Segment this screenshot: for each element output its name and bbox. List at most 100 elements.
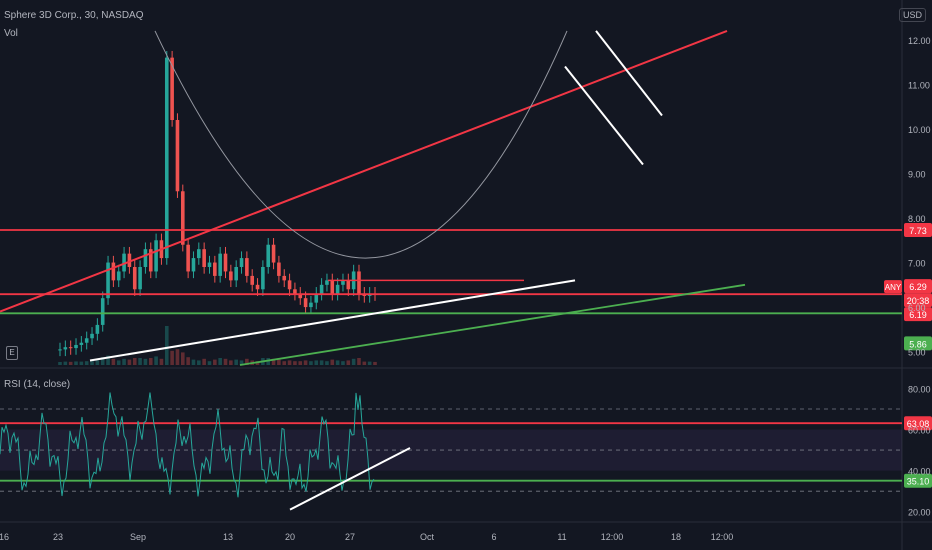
volume-bar <box>357 358 361 365</box>
volume-bar <box>68 361 73 365</box>
volume-bar <box>351 358 356 365</box>
candle-body <box>245 258 249 276</box>
x-axis-tick: 6 <box>491 532 496 542</box>
volume-bar <box>111 358 116 365</box>
currency-badge[interactable]: USD <box>898 8 926 22</box>
rsi-axis-tick: 20.00 <box>908 508 931 518</box>
candle-body <box>303 298 308 308</box>
candle-body <box>197 249 201 259</box>
volume-bar <box>63 361 68 365</box>
volume-bar <box>58 362 62 365</box>
price-axis-tick: 11.00 <box>908 80 930 90</box>
any-tag-label: ANY <box>885 283 902 292</box>
price-tag-bg <box>904 279 932 294</box>
rsi-line <box>0 392 375 498</box>
volume-bar <box>314 360 319 365</box>
x-axis-tick: 13 <box>223 532 233 542</box>
candle-body <box>116 271 121 281</box>
price-axis-tick: 12.00 <box>908 36 931 46</box>
volume-bar <box>132 358 137 365</box>
volume-bar <box>164 326 169 365</box>
price-axis-tick: 5.00 <box>908 348 926 358</box>
candle-body <box>164 57 169 259</box>
candle-body <box>122 253 126 272</box>
x-axis-tick: 16 <box>0 532 9 542</box>
volume-bar <box>330 359 335 365</box>
candle-body <box>106 262 110 299</box>
rsi-tag-bg <box>904 416 932 431</box>
volume-bar <box>277 359 281 365</box>
price-axis-tick: 9.00 <box>908 169 926 179</box>
earnings-marker[interactable]: E <box>6 346 18 360</box>
x-axis-tick: 20 <box>285 532 295 542</box>
candle-body <box>287 280 292 290</box>
candle-body <box>330 280 335 294</box>
x-axis-tick: 23 <box>53 532 63 542</box>
price-axis-tick: 7.00 <box>908 259 926 269</box>
candle-body <box>191 258 196 272</box>
candle-body <box>229 271 233 281</box>
candle-body <box>325 280 329 285</box>
price-tag-label: 20:38 <box>907 296 930 306</box>
volume-label: Vol <box>4 28 18 39</box>
volume-bar <box>298 361 303 365</box>
rsi-axis-tick: 60.00 <box>908 426 931 436</box>
volume-bar <box>122 358 126 365</box>
any-tag-bg <box>884 280 902 294</box>
candle-body <box>298 293 303 299</box>
candle-body <box>127 253 132 267</box>
volume-bar <box>346 360 351 365</box>
volume-bar <box>303 360 308 365</box>
volume-bar <box>223 358 228 365</box>
volume-bar <box>335 360 340 365</box>
price-tag-bg <box>904 223 932 238</box>
volume-bar <box>319 360 324 365</box>
candle-body <box>218 253 222 276</box>
volume-bar <box>79 361 84 365</box>
volume-bar <box>127 359 132 365</box>
volume-bar <box>325 361 329 365</box>
candle-body <box>309 302 313 308</box>
volume-bar <box>180 352 185 365</box>
volume-bar <box>74 361 78 365</box>
volume-bar <box>282 361 287 365</box>
candle-body <box>234 267 238 281</box>
price-tag-label: 7.73 <box>909 226 927 236</box>
candle-body <box>335 284 340 294</box>
candle-body <box>58 349 62 351</box>
volume-bar <box>186 357 190 365</box>
white-trend-line <box>89 279 576 362</box>
candle-body <box>223 253 228 272</box>
volume-bar <box>367 361 372 365</box>
candle-body <box>63 347 68 350</box>
volume-bar <box>159 358 164 365</box>
x-axis-tick: 12:00 <box>601 532 624 542</box>
candle-body <box>100 298 105 325</box>
red-channel-line <box>0 29 728 313</box>
candle-body <box>282 275 287 281</box>
x-axis-tick: 27 <box>345 532 355 542</box>
rsi-trend-line <box>289 447 411 511</box>
volume-bar <box>234 359 238 365</box>
volume-bar <box>116 360 121 365</box>
candle-body <box>255 284 260 290</box>
price-tag-label: 6.19 <box>909 310 927 320</box>
candle-body <box>90 333 94 339</box>
volume-bar <box>106 355 110 365</box>
candle-body <box>314 293 319 303</box>
candle-body <box>346 280 351 290</box>
candle-body <box>79 342 84 345</box>
volume-bar <box>90 361 94 365</box>
price-axis-tick: 8.00 <box>908 214 926 224</box>
candle-body <box>341 280 345 285</box>
volume-bar <box>271 358 276 365</box>
price-axis-tick: 6.00 <box>908 303 926 313</box>
candle-body <box>170 57 174 120</box>
volume-bar <box>202 358 206 365</box>
volume-bar <box>170 350 174 365</box>
volume-bar <box>84 361 89 365</box>
volume-bar <box>218 358 222 365</box>
parabola-arc <box>154 30 568 259</box>
candle-body <box>293 289 297 294</box>
